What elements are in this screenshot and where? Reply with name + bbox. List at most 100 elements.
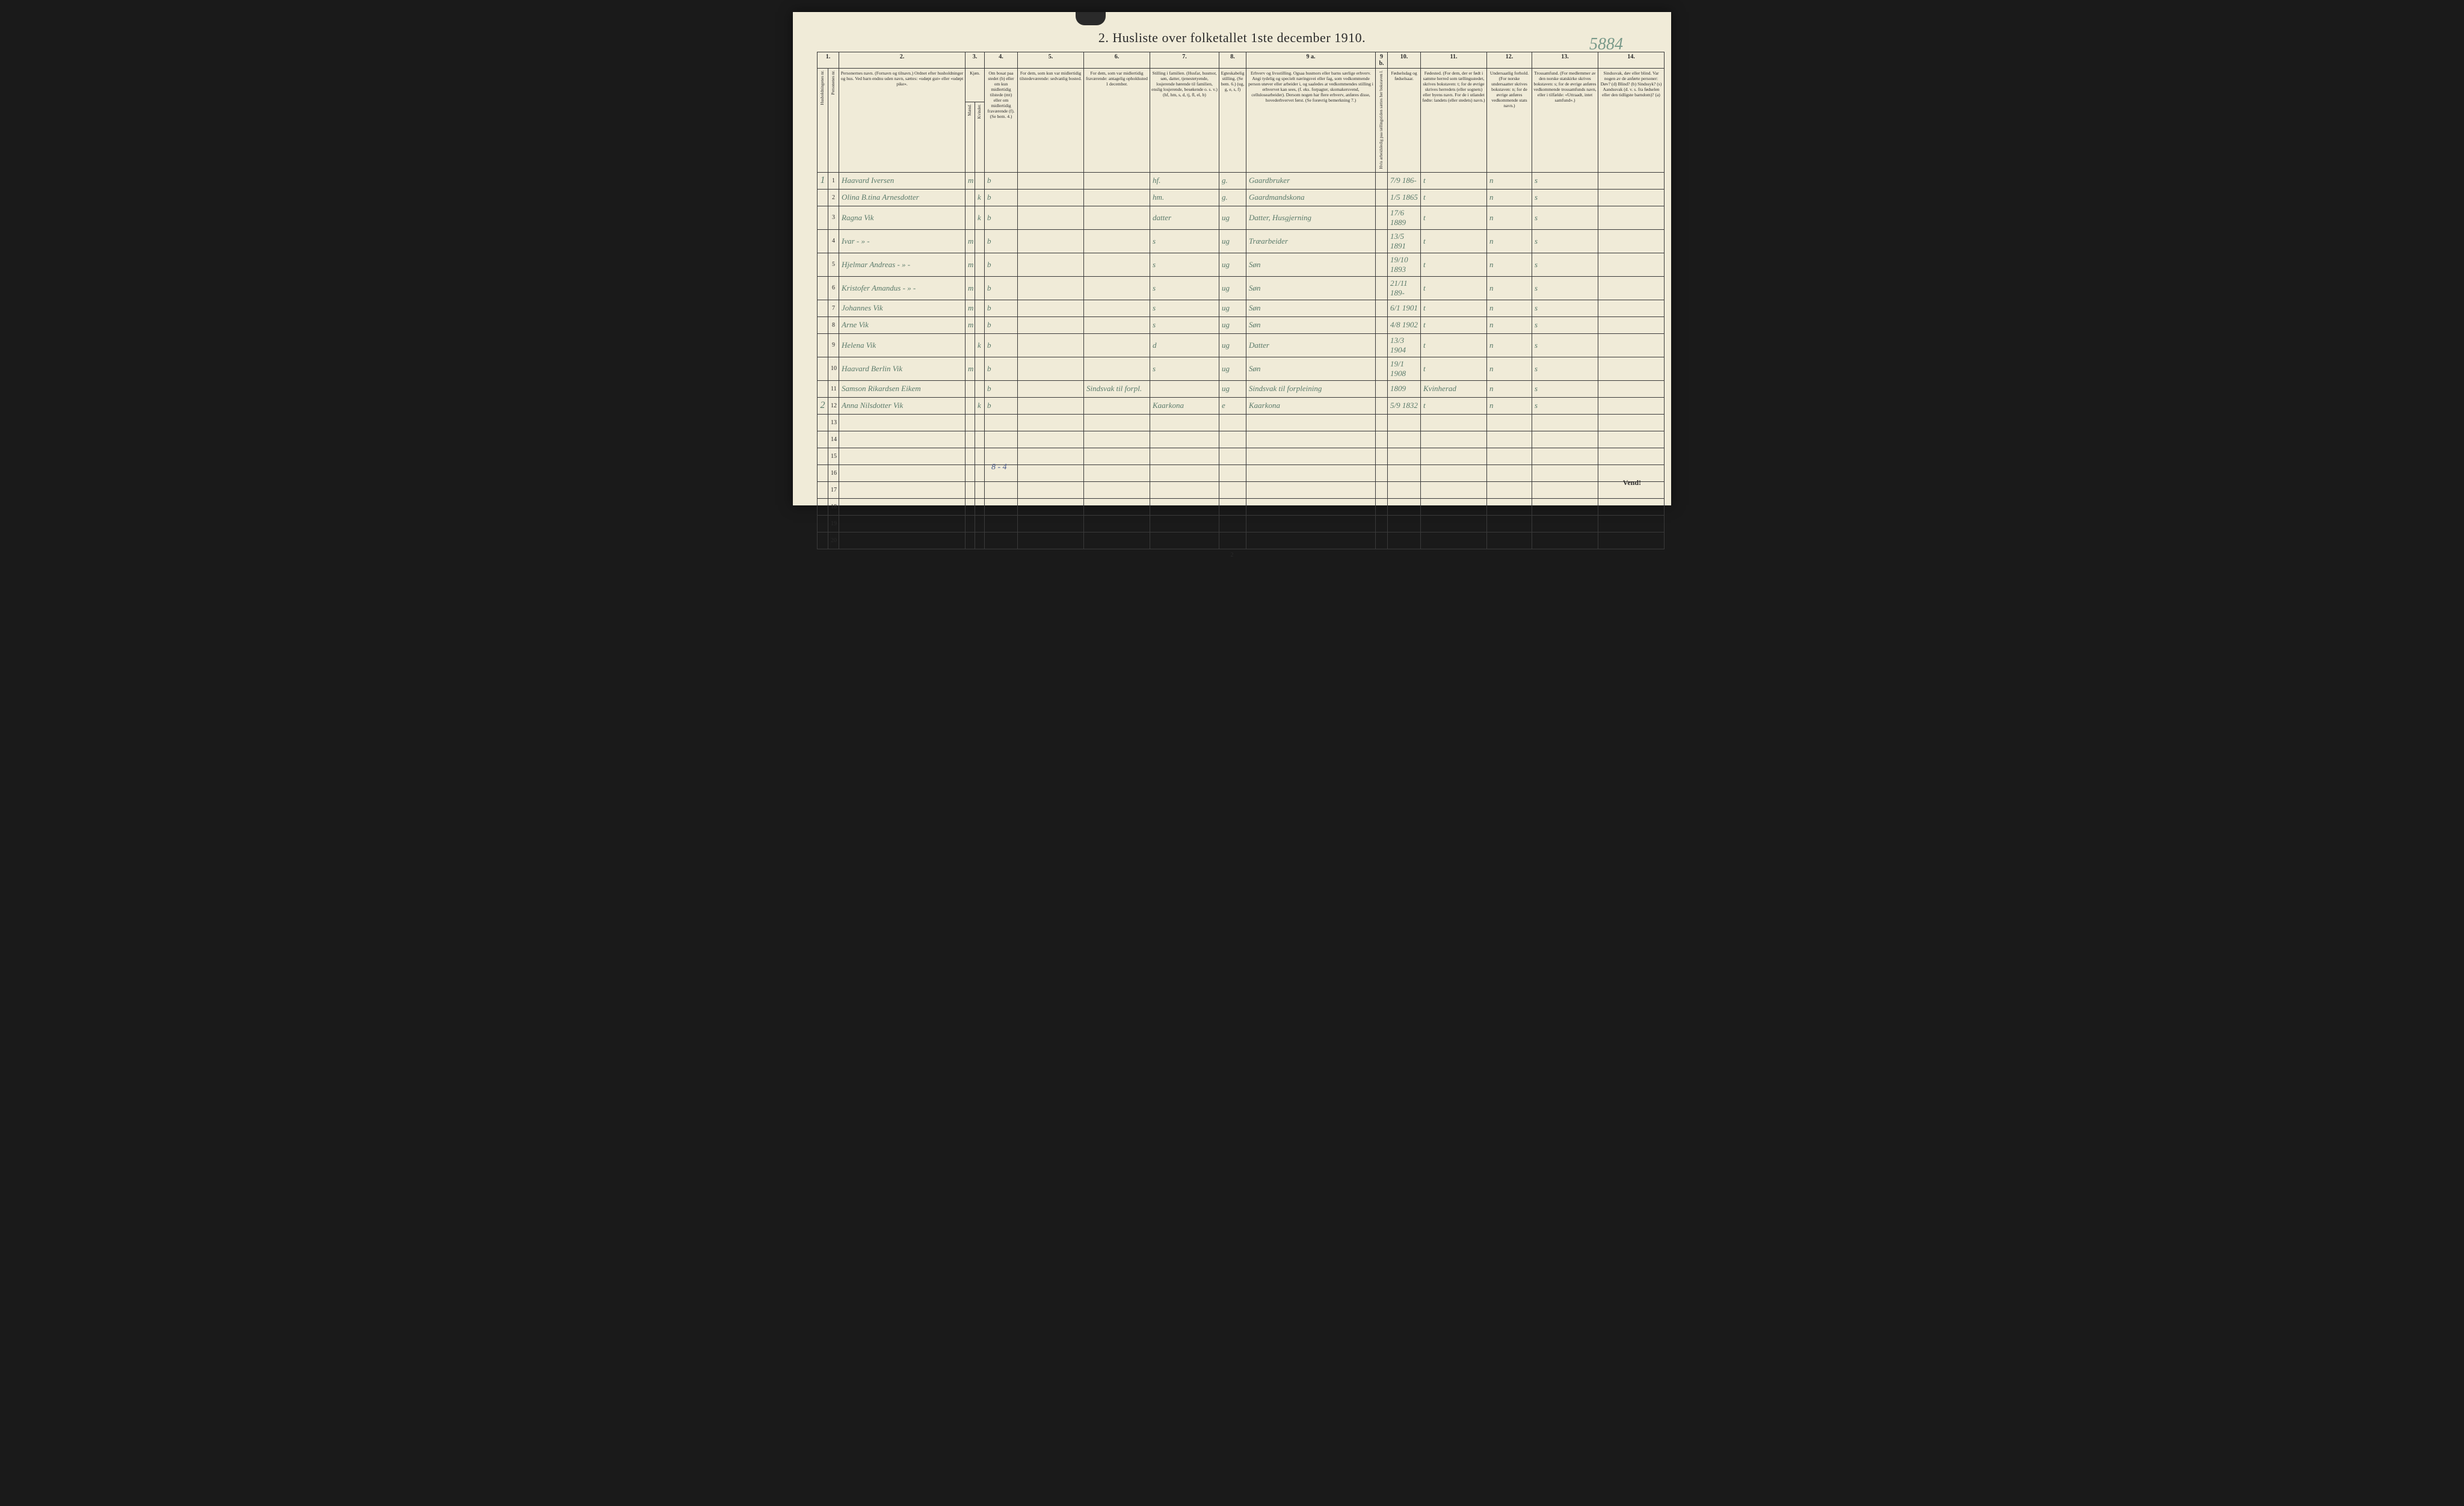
table-cell — [1018, 532, 1084, 549]
table-cell: 13/5 1891 — [1388, 229, 1421, 253]
header-row: Husholdningenes nr.Personenes nr.Persone… — [818, 69, 1665, 102]
column-header: Egteskabelig stilling. (Se bem. 6.) (ug,… — [1219, 69, 1246, 173]
table-row: 11Haavard Iversenmbhf.g.Gaardbruker7/9 1… — [818, 172, 1665, 189]
table-cell: k — [975, 397, 985, 414]
table-cell — [1487, 498, 1532, 515]
table-cell — [966, 515, 975, 532]
table-cell: Ragna Vik — [839, 206, 966, 229]
table-cell — [1487, 448, 1532, 464]
table-cell — [975, 229, 985, 253]
table-cell — [975, 172, 985, 189]
table-cell: s — [1532, 316, 1598, 333]
table-cell — [1376, 300, 1388, 316]
table-cell: s — [1532, 380, 1598, 397]
vend-label: Vend! — [1623, 478, 1641, 487]
table-cell: g. — [1219, 172, 1246, 189]
column-header: Trossamfund. (For medlemmer av den norsk… — [1532, 69, 1598, 173]
table-cell: s — [1532, 189, 1598, 206]
table-cell — [1084, 253, 1150, 276]
table-cell — [975, 357, 985, 380]
table-cell: 1 — [828, 172, 839, 189]
table-cell: Søn — [1246, 300, 1376, 316]
table-cell — [985, 498, 1018, 515]
column-header: 14. — [1598, 52, 1665, 69]
table-cell: t — [1421, 189, 1487, 206]
table-cell — [1376, 380, 1388, 397]
table-cell: m — [966, 300, 975, 316]
table-cell — [1598, 253, 1665, 276]
table-cell: Sindsvak til forpleining — [1246, 380, 1376, 397]
column-header: Undersaatlig forhold. (For norske unders… — [1487, 69, 1532, 173]
table-cell: 19/10 1893 — [1388, 253, 1421, 276]
table-cell — [975, 448, 985, 464]
table-cell: 6 — [828, 276, 839, 300]
table-cell: 13/3 1904 — [1388, 333, 1421, 357]
column-header: Fødselsdag og fødselsaar. — [1388, 69, 1421, 173]
table-cell — [1018, 481, 1084, 498]
table-cell — [966, 532, 975, 549]
table-cell — [1532, 448, 1598, 464]
column-header: Om bosat paa stedet (b) eller om kun mid… — [985, 69, 1018, 173]
table-cell — [966, 414, 975, 431]
table-cell: b — [985, 357, 1018, 380]
table-cell — [818, 481, 828, 498]
table-cell: 11 — [828, 380, 839, 397]
table-cell — [1018, 414, 1084, 431]
table-cell — [818, 498, 828, 515]
table-cell: b — [985, 380, 1018, 397]
table-cell — [1084, 532, 1150, 549]
table-cell — [1388, 431, 1421, 448]
column-header: 9 b. — [1376, 52, 1388, 69]
table-cell — [1150, 464, 1219, 481]
table-cell — [966, 189, 975, 206]
table-cell — [975, 515, 985, 532]
table-cell — [1219, 515, 1246, 532]
table-cell — [818, 464, 828, 481]
table-cell — [1421, 448, 1487, 464]
table-cell — [1246, 481, 1376, 498]
table-cell: Gaardbruker — [1246, 172, 1376, 189]
table-cell — [1376, 357, 1388, 380]
table-cell: 14 — [828, 431, 839, 448]
table-cell: t — [1421, 300, 1487, 316]
table-cell — [1376, 206, 1388, 229]
table-cell — [1219, 532, 1246, 549]
table-cell — [985, 448, 1018, 464]
table-cell — [1018, 357, 1084, 380]
table-cell — [1018, 316, 1084, 333]
column-header: Hvis arbeidsledig paa tællingstiden sætt… — [1376, 69, 1388, 173]
table-cell: n — [1487, 316, 1532, 333]
table-row: 6Kristofer Amandus - » -mbsugSøn21/11 18… — [818, 276, 1665, 300]
column-header: 3. — [966, 52, 985, 69]
table-cell — [1421, 515, 1487, 532]
table-cell: t — [1421, 172, 1487, 189]
table-cell — [1376, 172, 1388, 189]
table-cell: n — [1487, 172, 1532, 189]
table-cell: s — [1532, 253, 1598, 276]
table-cell — [1598, 300, 1665, 316]
table-cell — [1376, 189, 1388, 206]
table-cell: b — [985, 172, 1018, 189]
census-table: 1.2.3.4.5.6.7.8.9 a.9 b.10.11.12.13.14. … — [817, 52, 1665, 549]
table-cell: g. — [1219, 189, 1246, 206]
table-cell — [1532, 515, 1598, 532]
table-cell: ug — [1219, 206, 1246, 229]
table-cell: 7 — [828, 300, 839, 316]
table-cell: Samson Rikardsen Eikem — [839, 380, 966, 397]
table-cell — [1388, 498, 1421, 515]
table-cell: Helena Vik — [839, 333, 966, 357]
table-cell — [1246, 414, 1376, 431]
table-cell — [1388, 448, 1421, 464]
table-cell — [1018, 229, 1084, 253]
table-cell — [1376, 253, 1388, 276]
table-cell — [1150, 498, 1219, 515]
table-cell: 3 — [828, 206, 839, 229]
table-cell — [975, 481, 985, 498]
binding-clip — [1076, 12, 1106, 25]
table-cell — [985, 431, 1018, 448]
table-cell — [1421, 481, 1487, 498]
table-cell — [1376, 431, 1388, 448]
table-cell: 10 — [828, 357, 839, 380]
page-marker: 5884 — [1589, 35, 1623, 54]
table-cell — [818, 276, 828, 300]
